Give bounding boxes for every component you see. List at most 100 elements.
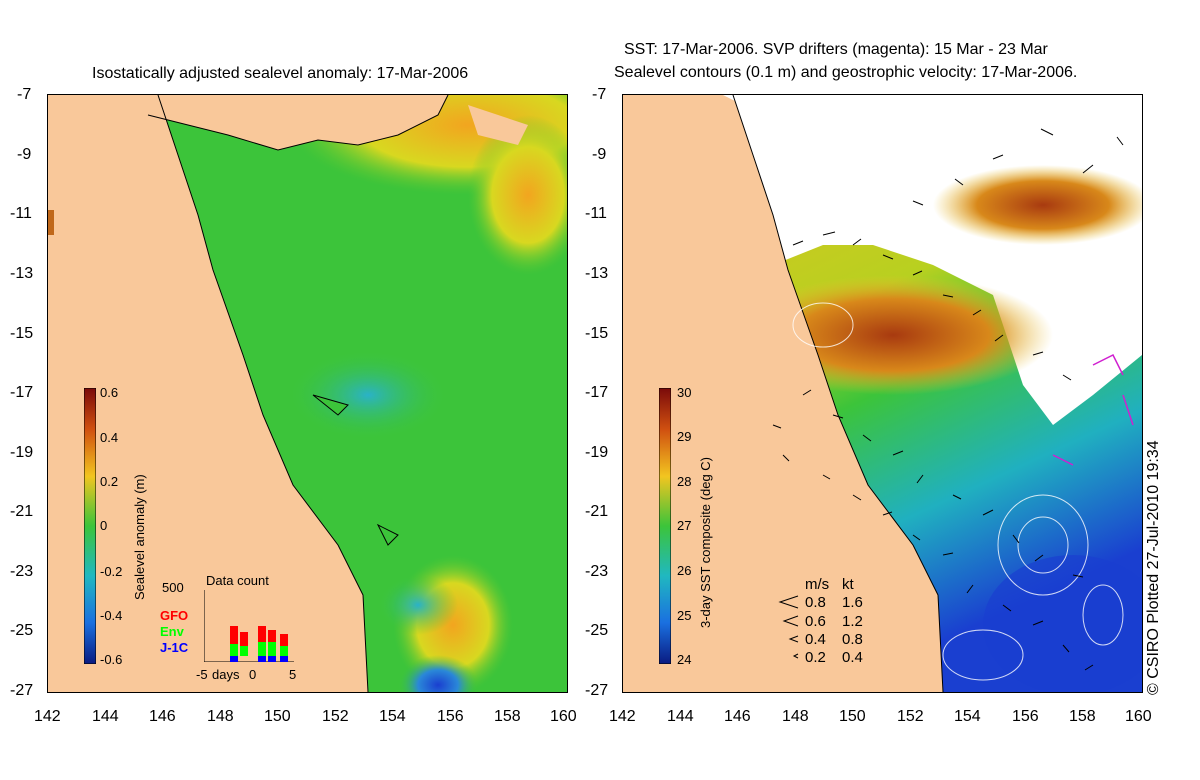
right-x-tick: 142 — [609, 708, 636, 725]
left-x-tick: 150 — [264, 708, 291, 725]
speed-legend-header-ms: m/s — [805, 576, 830, 593]
left-x-tick: 144 — [92, 708, 119, 725]
right-x-tick: 156 — [1012, 708, 1039, 725]
sealevel-contours — [792, 302, 1124, 681]
left-y-tick: -23 — [10, 563, 34, 580]
speed-legend-ms: 0.4 — [805, 631, 826, 648]
australia-land — [48, 95, 368, 692]
right-x-tick: 158 — [1069, 708, 1096, 725]
png-coastline — [147, 95, 449, 151]
right-map-title-line2: Sealevel contours (0.1 m) and geostrophi… — [614, 64, 1078, 81]
right-x-tick: 160 — [1125, 708, 1152, 725]
inset-legend-env: Env — [160, 624, 184, 639]
right-y-tick: -17 — [585, 384, 609, 401]
sla-colorbar-label: Sealevel anomaly (m) — [132, 474, 147, 600]
speed-legend-ms: 0.8 — [805, 594, 826, 611]
sst-colorbar — [659, 388, 671, 664]
left-y-tick: -27 — [10, 682, 34, 699]
speed-legend-kt: 1.6 — [842, 594, 863, 611]
speed-legend-kt: 0.4 — [842, 649, 863, 666]
sst-colorbar-tick: 28 — [677, 474, 692, 489]
speed-legend-kt: 1.2 — [842, 613, 863, 630]
sla-colorbar-tick: 0 — [100, 518, 108, 533]
sea-level-anomaly-map — [47, 94, 568, 693]
right-y-tick: -25 — [585, 622, 609, 639]
right-y-tick: -7 — [592, 86, 607, 103]
new-guinea-land — [128, 95, 448, 150]
inset-xtick: days — [212, 667, 240, 682]
left-y-tick: -13 — [10, 265, 34, 282]
inset-xtick: 5 — [289, 667, 297, 682]
copyright-notice: © CSIRO Plotted 27-Jul-2010 19:34 — [1145, 440, 1162, 695]
sla-colorbar-tick: -0.6 — [100, 652, 123, 667]
inset-bar-chart — [204, 590, 294, 662]
left-x-tick: 146 — [149, 708, 176, 725]
geostrophic-velocity-vectors — [772, 128, 1124, 671]
left-x-tick: 154 — [379, 708, 406, 725]
left-y-tick: -19 — [10, 444, 34, 461]
inset-title: Data count — [206, 573, 269, 588]
sla-colorbar-tick: 0.4 — [100, 430, 119, 445]
islands-northeast — [468, 105, 528, 145]
left-y-tick: -25 — [10, 622, 34, 639]
right-x-tick: 144 — [667, 708, 694, 725]
right-y-tick: -19 — [585, 444, 609, 461]
inset-legend-j1c: J-1C — [160, 640, 189, 655]
left-x-tick: 160 — [550, 708, 577, 725]
sst-colorbar-tick: 24 — [677, 652, 692, 667]
speed-legend-header-kt: kt — [842, 576, 854, 593]
sla-map-graphic — [48, 95, 567, 692]
speed-legend-ms: 0.2 — [805, 649, 826, 666]
right-y-tick: -11 — [585, 205, 607, 222]
right-y-tick: -21 — [585, 503, 609, 520]
left-y-tick: -17 — [10, 384, 34, 401]
reef-islands — [312, 394, 399, 546]
left-x-tick: 152 — [322, 708, 349, 725]
right-y-tick: -13 — [585, 265, 609, 282]
right-x-tick: 152 — [897, 708, 924, 725]
inset-xtick: -5 — [196, 667, 208, 682]
sla-colorbar-tick: -0.4 — [100, 608, 123, 623]
left-y-tick: -21 — [10, 503, 34, 520]
coastline — [732, 95, 944, 692]
drifter-tracks — [1052, 353, 1134, 466]
sst-map-graphic — [623, 95, 1142, 692]
sla-colorbar-tick: 0.2 — [100, 474, 119, 489]
right-y-tick: -9 — [592, 146, 607, 163]
sst-map — [622, 94, 1143, 693]
speed-legend-ms: 0.6 — [805, 613, 826, 630]
inset-legend-gfo: GFO — [160, 608, 189, 623]
island-west — [48, 210, 54, 235]
speed-legend-arrows — [778, 595, 799, 659]
left-y-tick: -11 — [10, 205, 32, 222]
new-guinea-land — [723, 95, 993, 135]
left-x-tick: 148 — [207, 708, 234, 725]
right-y-tick: -15 — [585, 325, 609, 342]
right-x-tick: 146 — [724, 708, 751, 725]
right-y-tick: -23 — [585, 563, 609, 580]
left-y-tick: -7 — [17, 86, 32, 103]
sst-colorbar-tick: 26 — [677, 563, 692, 578]
right-x-tick: 148 — [782, 708, 809, 725]
left-map-title: Isostatically adjusted sealevel anomaly:… — [92, 65, 469, 82]
left-x-tick: 158 — [494, 708, 521, 725]
anomaly-low-central — [288, 350, 448, 440]
sst-colorbar-tick: 25 — [677, 608, 692, 623]
australia-land — [623, 95, 943, 692]
sla-colorbar — [84, 388, 96, 664]
inset-bar — [230, 626, 288, 662]
sst-colorbar-tick: 27 — [677, 518, 692, 533]
warm-sst-north — [933, 165, 1142, 245]
right-map-title-line1: SST: 17-Mar-2006. SVP drifters (magenta)… — [624, 41, 1048, 58]
sst-colorbar-label: 3-day SST composite (deg C) — [698, 457, 713, 628]
speed-legend-kt: 0.8 — [842, 631, 863, 648]
right-x-tick: 150 — [839, 708, 866, 725]
sla-colorbar-tick: -0.2 — [100, 564, 123, 579]
coastline — [157, 95, 369, 692]
right-x-tick: 154 — [954, 708, 981, 725]
left-x-tick: 142 — [34, 708, 61, 725]
sst-colorbar-tick: 30 — [677, 385, 692, 400]
sst-colorbar-tick: 29 — [677, 429, 692, 444]
sla-colorbar-tick: 0.6 — [100, 385, 119, 400]
left-y-tick: -15 — [10, 325, 34, 342]
